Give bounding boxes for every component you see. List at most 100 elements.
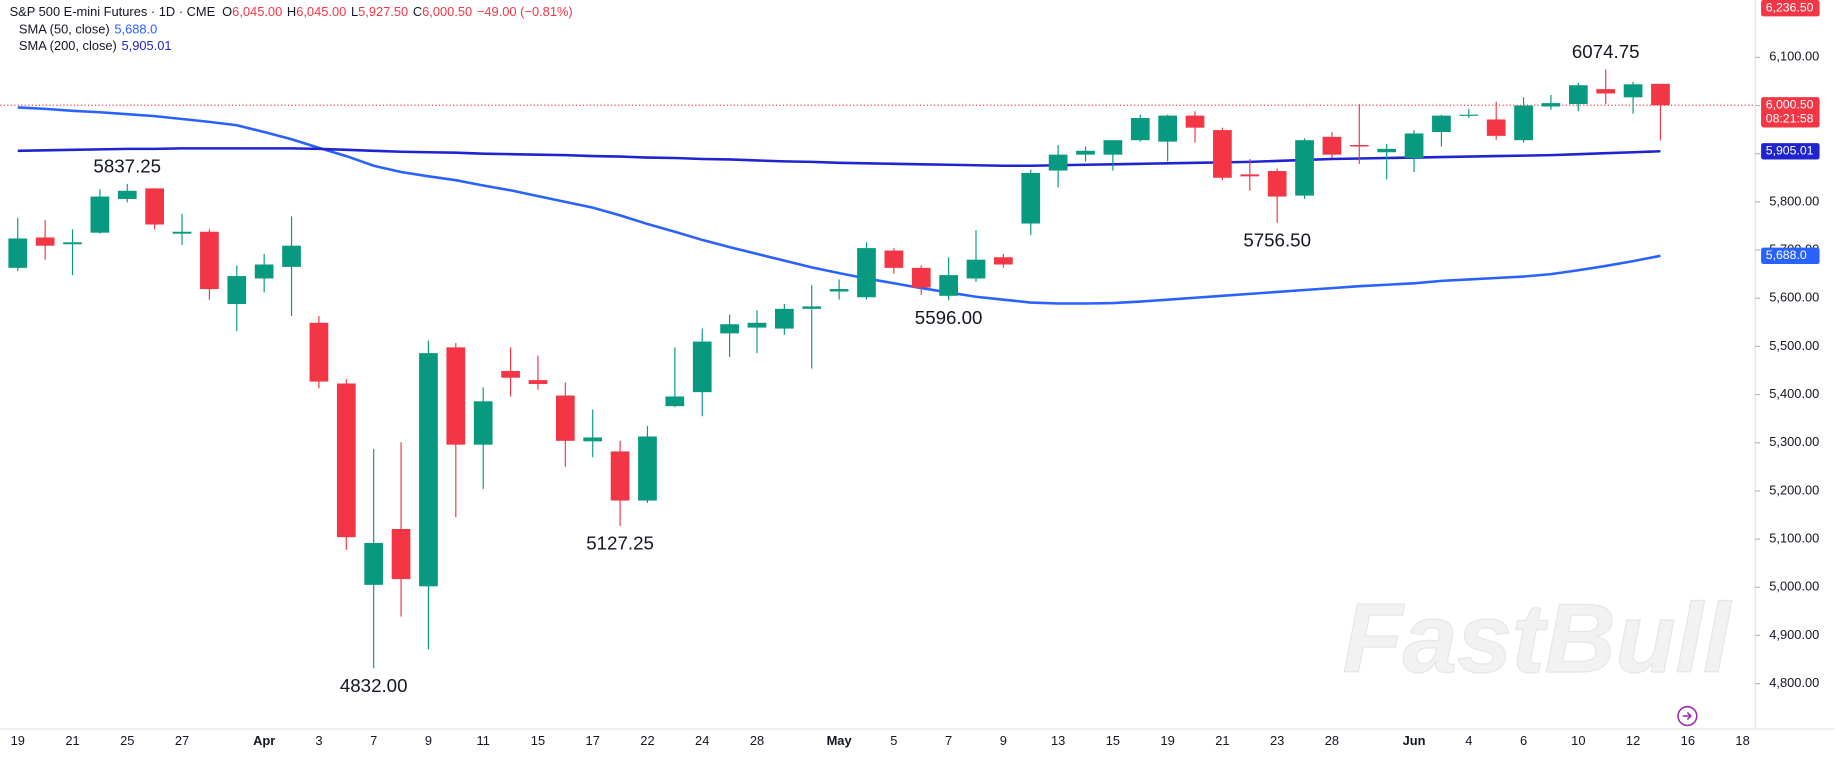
candle-body: [1459, 114, 1479, 116]
candle-body: [473, 401, 493, 445]
candle-body: [1158, 115, 1178, 142]
candle-body: [145, 188, 165, 225]
candle-body: [911, 267, 931, 288]
x-tick-label: 10: [1571, 733, 1585, 748]
candle-body: [501, 370, 520, 378]
high-label: 5837.25: [93, 155, 161, 176]
x-tick-label: 9: [1000, 733, 1007, 748]
indicator-name: SMA (200, close): [19, 38, 117, 53]
y-tick-label: 4,900.00: [1769, 627, 1819, 642]
candle-body: [1404, 133, 1424, 159]
candle-body: [1651, 83, 1670, 106]
candle-body: [802, 306, 822, 309]
candle-body: [555, 395, 575, 441]
x-tick-label: 18: [1735, 733, 1749, 748]
x-tick-label: 15: [531, 733, 545, 748]
indicator-legend: SMA (200, close) 5,905.01: [19, 38, 172, 53]
scroll-icon: [1682, 712, 1692, 721]
quote-key: H: [287, 4, 296, 19]
candle-body: [227, 276, 247, 304]
y-tick-label: 5,100.00: [1769, 531, 1819, 546]
x-tick-label: 27: [175, 733, 189, 748]
x-tick-label: Jun: [1403, 733, 1426, 748]
quote-value: 5,927.50: [358, 4, 408, 19]
candle-body: [939, 275, 958, 296]
candle-body: [282, 245, 301, 267]
y-tick-label: 6,100.00: [1769, 49, 1819, 64]
quote-key: L: [351, 4, 358, 19]
x-tick-label: 19: [11, 733, 25, 748]
x-tick-label: 5: [890, 733, 897, 748]
candle-body: [994, 257, 1013, 265]
x-tick-label: 7: [945, 733, 952, 748]
candle-body: [1568, 85, 1588, 105]
low-label: 5596.00: [915, 307, 983, 328]
candle-body: [720, 324, 739, 334]
candle-body: [1514, 105, 1533, 141]
candle-body: [857, 248, 876, 298]
x-tick-label: 3: [315, 733, 322, 748]
candle-body: [528, 380, 548, 384]
symbol-title: S&P 500 E-mini Futures · 1D · CME: [10, 4, 216, 19]
x-tick-label: 19: [1160, 733, 1174, 748]
candle-body: [1185, 115, 1205, 128]
candle-body: [336, 383, 356, 538]
candle-body: [254, 264, 274, 279]
x-tick-label: 28: [1325, 733, 1339, 748]
x-tick-label: 11: [477, 733, 490, 748]
candle-body: [63, 242, 82, 245]
candle-body: [583, 437, 603, 442]
x-tick-label: Apr: [253, 733, 275, 748]
sma-badge-bg: [1761, 247, 1820, 265]
low-label: 5127.25: [586, 533, 654, 554]
candle-body: [1240, 174, 1260, 177]
y-tick-label: 5,000.00: [1769, 579, 1819, 594]
y-tick-label: 5,400.00: [1769, 386, 1819, 401]
y-tick-label: 5,600.00: [1769, 290, 1819, 305]
x-tick-label: 16: [1681, 733, 1695, 748]
candle-body: [391, 528, 411, 580]
candle-body: [1021, 172, 1041, 224]
indicator-legend: SMA (50, close) 5,688.0: [19, 22, 157, 37]
y-tick-label: 5,800.00: [1769, 193, 1819, 208]
quote-value: 6,045.00: [232, 4, 282, 19]
x-tick-label: 9: [425, 733, 432, 748]
sma-badge: 5,688.0: [1766, 248, 1807, 262]
header: S&P 500 E-mini Futures · 1D · CME O6,045.…: [10, 4, 573, 19]
sma-line: [17, 106, 1661, 305]
candle-body: [35, 237, 55, 246]
indicator-name: SMA (50, close): [19, 22, 110, 37]
candle-body: [1596, 89, 1616, 94]
candle-body: [829, 289, 849, 292]
candle-body: [8, 238, 28, 268]
candle-body: [200, 231, 219, 290]
candle-body: [665, 396, 685, 407]
x-tick-label: 7: [370, 733, 377, 748]
low-label: 5756.50: [1243, 229, 1311, 250]
y-tick-label: 4,800.00: [1769, 675, 1819, 690]
sma-badge-bg: [1761, 143, 1820, 160]
candle-body: [1130, 118, 1150, 141]
last-price-badge-bg: [1761, 97, 1820, 128]
candle-body: [1432, 115, 1451, 133]
y-tick-label: 5,500.00: [1769, 338, 1819, 353]
candle-body: [172, 231, 192, 234]
candle-body: [1623, 84, 1643, 98]
candle-body: [309, 322, 329, 382]
x-tick-label: 15: [1106, 733, 1120, 748]
x-tick-label: May: [827, 733, 853, 748]
indicator-value: 5,905.01: [122, 38, 172, 53]
candle-body: [90, 196, 110, 233]
candle-body: [966, 259, 986, 279]
x-tick-label: 6: [1520, 733, 1527, 748]
x-tick-label: 28: [750, 733, 764, 748]
candle-body: [364, 542, 384, 585]
x-tick-label: 4: [1465, 733, 1472, 748]
candle-body: [117, 190, 137, 199]
candle-body: [1076, 150, 1095, 155]
scroll-button[interactable]: [1677, 705, 1698, 727]
x-tick-label: 22: [640, 733, 654, 748]
last-price-badge-countdown: 08:21:58: [1766, 112, 1814, 126]
x-tick-label: 24: [695, 733, 709, 748]
